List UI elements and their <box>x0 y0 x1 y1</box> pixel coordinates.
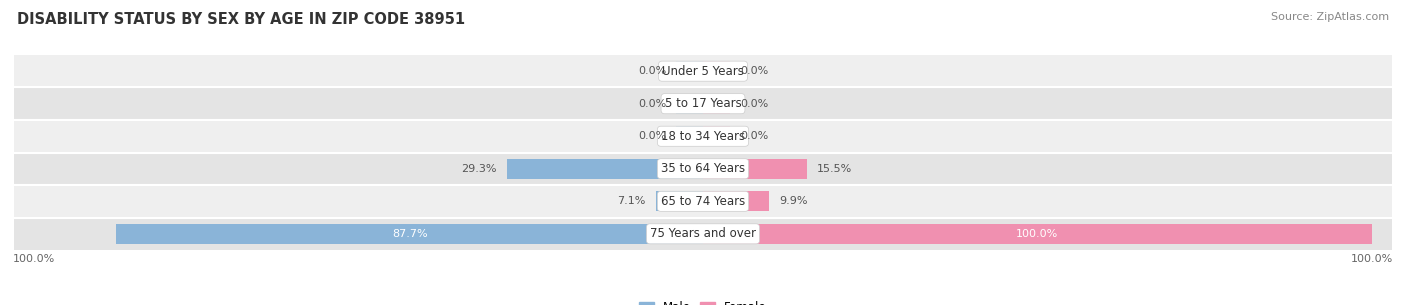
Text: 0.0%: 0.0% <box>638 131 666 141</box>
Text: 7.1%: 7.1% <box>617 196 645 206</box>
Bar <box>655 191 703 211</box>
Bar <box>703 224 1372 244</box>
Bar <box>703 126 730 146</box>
Text: 5 to 17 Years: 5 to 17 Years <box>665 97 741 110</box>
Bar <box>676 94 703 114</box>
Text: 29.3%: 29.3% <box>461 164 496 174</box>
Text: 87.7%: 87.7% <box>392 229 427 239</box>
Bar <box>14 185 1392 217</box>
Legend: Male, Female: Male, Female <box>634 296 772 305</box>
Bar <box>703 159 807 179</box>
Text: 0.0%: 0.0% <box>740 99 768 109</box>
Text: 0.0%: 0.0% <box>740 131 768 141</box>
Text: DISABILITY STATUS BY SEX BY AGE IN ZIP CODE 38951: DISABILITY STATUS BY SEX BY AGE IN ZIP C… <box>17 12 465 27</box>
Bar <box>676 61 703 81</box>
Text: 100.0%: 100.0% <box>1017 229 1059 239</box>
Text: 9.9%: 9.9% <box>779 196 808 206</box>
Bar <box>508 159 703 179</box>
Bar <box>703 94 730 114</box>
Text: 0.0%: 0.0% <box>740 66 768 76</box>
Text: 15.5%: 15.5% <box>817 164 852 174</box>
Text: Under 5 Years: Under 5 Years <box>662 65 744 78</box>
Bar <box>14 120 1392 152</box>
Bar <box>676 126 703 146</box>
Text: 65 to 74 Years: 65 to 74 Years <box>661 195 745 208</box>
Bar <box>14 88 1392 120</box>
Text: 75 Years and over: 75 Years and over <box>650 227 756 240</box>
Text: 18 to 34 Years: 18 to 34 Years <box>661 130 745 143</box>
Text: 35 to 64 Years: 35 to 64 Years <box>661 162 745 175</box>
Bar <box>14 152 1392 185</box>
Bar <box>703 191 769 211</box>
Bar <box>14 217 1392 250</box>
Bar <box>117 224 703 244</box>
Text: Source: ZipAtlas.com: Source: ZipAtlas.com <box>1271 12 1389 22</box>
Text: 0.0%: 0.0% <box>638 99 666 109</box>
Text: 0.0%: 0.0% <box>638 66 666 76</box>
Bar <box>14 55 1392 88</box>
Bar <box>703 61 730 81</box>
